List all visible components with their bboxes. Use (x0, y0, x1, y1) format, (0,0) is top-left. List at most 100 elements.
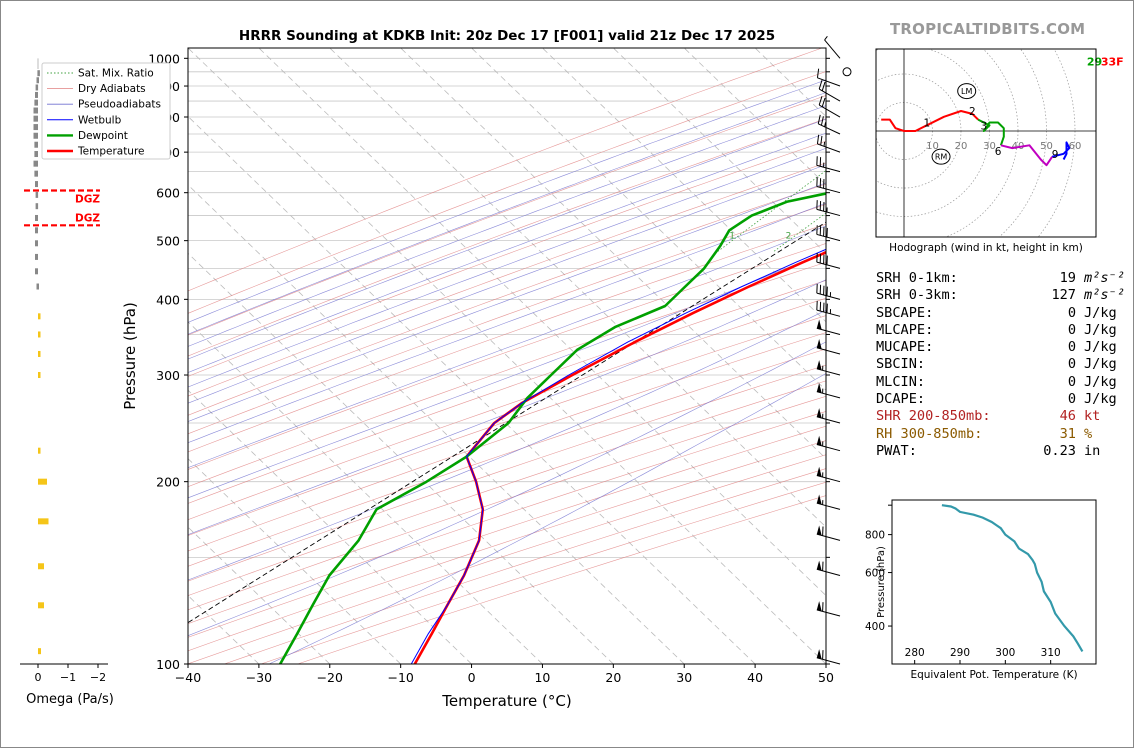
storm-motion-label: RM (935, 153, 948, 162)
omega-bar (37, 70, 40, 77)
skewt-ytick-label: 400 (156, 292, 180, 307)
omega-bar (34, 141, 38, 148)
wind-barb-shaft (816, 164, 841, 173)
wind-barb (816, 68, 841, 87)
stat-unit: in (1084, 442, 1101, 459)
dry-adiabat (188, 140, 826, 377)
dry-adiabat (188, 364, 826, 582)
thetae-ytick-label: 400 (865, 621, 885, 633)
omega-bar (35, 253, 38, 260)
pseudoadiabat (188, 147, 826, 388)
wind-barb-shaft (816, 208, 841, 217)
mixing-ratio-line (920, 48, 1134, 251)
freezing-reference-line (188, 221, 826, 624)
thetae-xlabel: Equivalent Pot. Temperature (K) (910, 669, 1077, 681)
thetae-profile (941, 504, 1084, 652)
stat-row: SBCAPE: 0 J/kg (876, 305, 1125, 322)
series-wetbulb (410, 248, 826, 664)
dgz-label: DGZ (75, 212, 100, 224)
wind-barb-shaft (816, 309, 841, 317)
skewt-panel: 1 2 4 6 8 10 13 16 20 24 30 36 −40 −30 −20 −10 0 10 20 30 4… (41, 35, 1134, 710)
stat-unit: J/kg (1084, 391, 1117, 408)
stat-value: 0 (1067, 304, 1076, 321)
omega-bar (35, 214, 38, 221)
skewt-ylabel: Pressure (hPa) (121, 302, 139, 410)
omega-bar (38, 350, 41, 357)
wind-barb-half (824, 122, 827, 127)
wind-barb-shaft (816, 185, 841, 194)
mixing-ratio-line (871, 48, 1134, 251)
skewt-ytick-label: 500 (156, 234, 180, 249)
wind-barb (816, 225, 841, 242)
omega-bar (34, 170, 38, 177)
dry-adiabat (188, 95, 826, 336)
wind-barb (818, 96, 841, 118)
dry-adiabat (188, 380, 826, 596)
wind-barb (816, 177, 841, 194)
pseudoadiabat (188, 118, 826, 360)
calm-wind-circle (842, 67, 852, 77)
stat-value: 127 (1051, 287, 1076, 304)
skewt-xtick-label: 50 (818, 670, 834, 685)
wind-barb (816, 283, 841, 300)
wind-barb-full (821, 97, 826, 107)
stat-label: SBCAPE: (876, 304, 934, 321)
stat-label: SBCIN: (876, 356, 926, 373)
isotherm-line (188, 321, 543, 664)
hodograph-height-label: 9 (1052, 149, 1059, 161)
omega-bar (33, 160, 38, 167)
wind-barb-shaft (818, 88, 841, 102)
storm-motion-marker (957, 83, 977, 100)
pseudoadiabat (188, 105, 826, 347)
omega-bar (38, 648, 41, 655)
legend-entry: Pseudoadiabats (78, 99, 161, 111)
skewt-xtick-label: −10 (387, 670, 413, 685)
legend-entry: Sat. Mix. Ratio (78, 68, 154, 80)
thetae-xtick-label: 290 (950, 647, 970, 659)
wind-barb (817, 114, 841, 135)
omega-tick-label: −1 (60, 671, 76, 684)
wind-barb-flag (816, 408, 822, 419)
wind-barb (816, 382, 841, 399)
thetae-xtick-label: 280 (905, 647, 925, 659)
wind-barb-shaft (816, 261, 841, 269)
dry-adiabat (188, 297, 826, 520)
mixing-ratio-label: 2 (786, 232, 792, 242)
hodograph-ring-label: 50 (1040, 141, 1053, 152)
wind-barb-full (816, 68, 820, 78)
stat-row: MLCIN: 0 J/kg (876, 374, 1125, 391)
wind-barb-flag (816, 649, 822, 660)
hodograph-trace (977, 118, 1005, 146)
isotherm-line (329, 48, 826, 528)
thetae-panel: 280 290 300 310 400 600 800 Equivalent Pot. Te… (865, 499, 1097, 681)
wind-barb-flag (816, 466, 822, 477)
stat-unit: % (1084, 425, 1093, 442)
stat-label: DCAPE: (876, 391, 926, 408)
dry-adiabat (188, 348, 826, 567)
wind-barb-full (820, 135, 823, 146)
dry-adiabat (188, 223, 826, 453)
mixing-ratio-line (773, 212, 826, 252)
omega-bar (36, 77, 39, 84)
dry-adiabat (188, 118, 826, 357)
omega-bar (38, 313, 41, 320)
stat-label: PWAT: (876, 442, 917, 459)
wind-barb-shaft (818, 104, 841, 118)
stat-label: MLCIN: (876, 373, 926, 390)
skewt-xtick-label: 10 (534, 670, 550, 685)
omega-bar (33, 124, 38, 131)
stat-value: 0 (1067, 321, 1076, 338)
wind-barb (816, 494, 841, 510)
omega-xlabel: Omega (Pa/s) (26, 692, 114, 707)
skewt-xtick-label: 30 (676, 670, 692, 685)
omega-bar (33, 115, 38, 122)
wind-barb-flag (816, 494, 822, 505)
stat-value: 0 (1067, 339, 1076, 356)
omega-bar (36, 283, 39, 290)
stat-unit: J/kg (1084, 304, 1117, 321)
dry-adiabat (188, 261, 826, 488)
wind-barb (816, 360, 841, 376)
omega-bar (38, 563, 44, 570)
wind-barb-full (818, 80, 823, 90)
stat-value: 46 (1059, 408, 1076, 425)
